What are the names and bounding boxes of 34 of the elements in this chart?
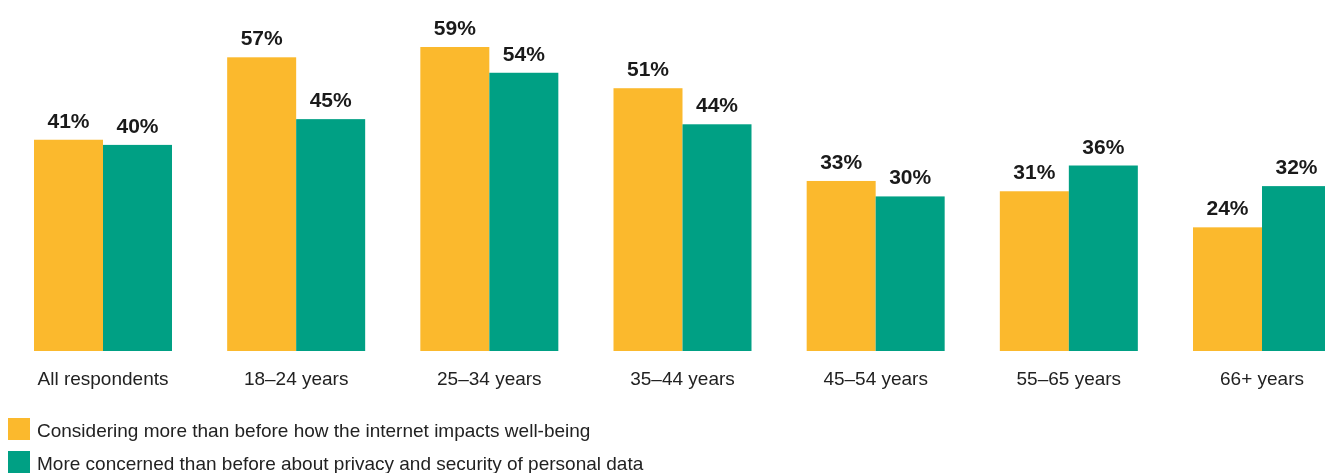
x-tick-label: 25–34 years	[437, 368, 542, 389]
bar	[875, 196, 945, 351]
bar	[806, 180, 876, 351]
data-label: 44%	[695, 93, 739, 117]
data-label: 33%	[820, 149, 863, 173]
data-label: 51%	[626, 57, 670, 81]
bar	[613, 88, 683, 351]
bar	[34, 139, 103, 351]
bar	[1068, 165, 1138, 351]
bar	[999, 191, 1069, 351]
data-label: 36%	[1082, 134, 1125, 158]
x-tick-label: 55–65 years	[1016, 368, 1122, 389]
data-label: 31%	[1013, 160, 1056, 184]
data-label: 30%	[889, 165, 932, 189]
data-label: 41%	[47, 108, 90, 132]
data-label: 57%	[240, 26, 284, 50]
legend-label: Considering more than before how the internet impacts well-being	[37, 420, 591, 441]
x-tick-label: 35–44 years	[630, 368, 735, 389]
bar	[420, 47, 490, 351]
data-label: 59%	[433, 16, 477, 39]
data-label: 45%	[309, 88, 353, 112]
data-label: 24%	[1206, 196, 1249, 220]
bar	[489, 72, 559, 351]
x-tick-label: All respondents	[37, 368, 169, 389]
x-tick-label: 66+ years	[1220, 368, 1304, 389]
bar	[103, 144, 172, 351]
bar	[227, 57, 297, 351]
data-label: 54%	[502, 41, 546, 65]
data-label: 40%	[116, 113, 159, 137]
x-tick-label: 18–24 years	[243, 368, 349, 389]
data-label: 32%	[1275, 155, 1318, 179]
bar	[682, 124, 752, 351]
x-tick-label: 45–54 years	[823, 368, 928, 389]
bar	[296, 119, 366, 351]
